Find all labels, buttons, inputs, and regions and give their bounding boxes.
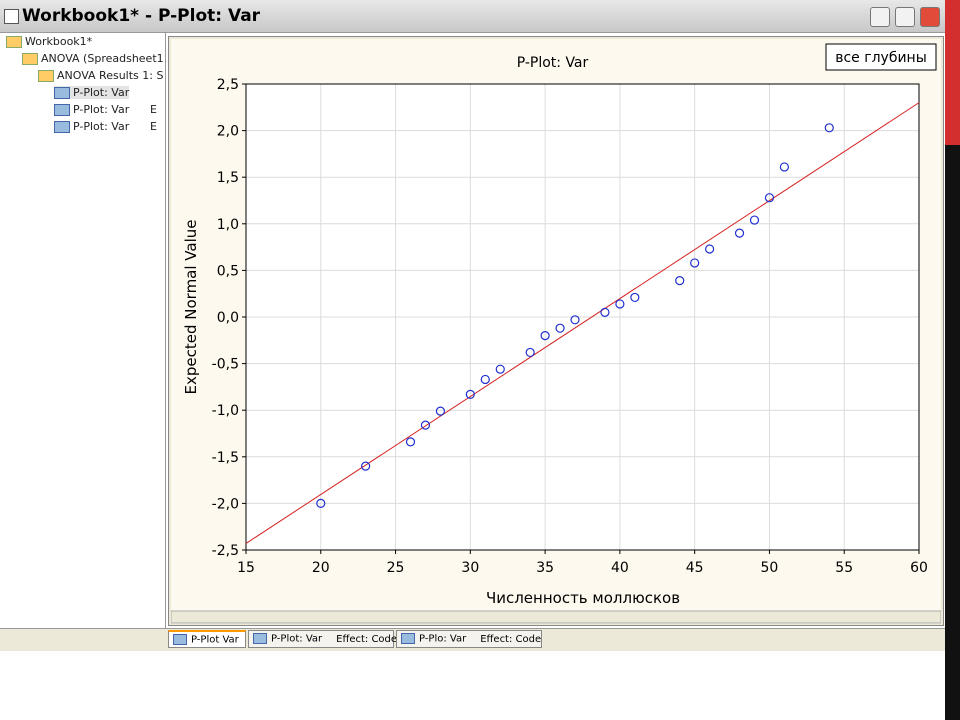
- node-icon: [6, 36, 22, 48]
- app-icon: [4, 9, 19, 24]
- minimize-button[interactable]: [870, 7, 890, 27]
- data-point: [420, 420, 431, 430]
- legend-label: все глубины: [835, 50, 927, 66]
- data-point: [749, 215, 760, 225]
- tab-label: P-Plo: Var: [419, 633, 467, 645]
- data-point: [405, 437, 416, 447]
- maximize-button[interactable]: [895, 7, 915, 27]
- y-tick-label: 1,5: [217, 170, 239, 186]
- data-point: [316, 498, 326, 508]
- x-tick-label: 45: [686, 560, 704, 576]
- y-tick-label: 1,0: [217, 217, 239, 233]
- tree-node[interactable]: Workbook1*: [6, 35, 92, 48]
- x-tick-label: 60: [910, 560, 928, 576]
- tree-node[interactable]: P-Plot: Var: [54, 86, 130, 99]
- x-tick-label: 20: [312, 560, 330, 576]
- y-tick-label: -2,5: [212, 543, 239, 559]
- workbook-tree: Workbook1* ANOVA (Spreadsheet1 ANOVA Resul…: [0, 33, 166, 628]
- chart-pane: -2,5 -2,0 -1,5 -1,0 -0,5 0,0 0,5 1,0 1,5 2,0 2,5 15…: [168, 36, 944, 626]
- x-tick-label: 50: [761, 560, 779, 576]
- tab[interactable]: P-Plot Var: [168, 630, 246, 648]
- y-tick-label: -1,5: [212, 450, 239, 466]
- data-point: [615, 299, 625, 309]
- tab-bar: P-Plot Var P-Plot: Var Effect: Code P-Plo: …: [0, 628, 945, 651]
- node-label: ANOVA Results 1: S: [57, 69, 164, 82]
- node-extra: E: [150, 120, 157, 133]
- chart-title: P-Plot: Var: [517, 55, 589, 71]
- y-tick-label: -0,5: [212, 357, 239, 373]
- data-point: [435, 406, 446, 416]
- edge-strip: [945, 0, 960, 720]
- data-point: [525, 347, 535, 358]
- tab-effect: Effect: Code: [480, 633, 542, 645]
- data-point: [540, 331, 550, 341]
- window-title: Workbook1* - P-Plot: Var: [22, 6, 261, 26]
- title-bar: Workbook1* - P-Plot: Var: [0, 0, 945, 33]
- chart: -2,5 -2,0 -1,5 -1,0 -0,5 0,0 0,5 1,0 1,5 2,0 2,5 15…: [171, 39, 941, 624]
- close-button[interactable]: [920, 7, 940, 27]
- node-label: Workbook1*: [25, 35, 93, 48]
- data-point: [555, 323, 565, 333]
- tree-node[interactable]: ANOVA Results 1: S: [38, 69, 163, 82]
- data-point: [690, 258, 700, 268]
- node-extra: E: [150, 103, 157, 116]
- x-tick-label: 35: [536, 560, 554, 576]
- tab-effect: Effect: Code: [336, 633, 398, 645]
- node-icon: [38, 70, 54, 82]
- fit-line: [245, 102, 920, 544]
- tab-icon: [173, 634, 187, 645]
- y-tick-label: 2,5: [217, 77, 239, 93]
- y-tick-label: 0,0: [217, 310, 239, 326]
- x-tick-label: 15: [237, 560, 255, 576]
- data-point: [465, 389, 475, 399]
- tab-label: P-Plot: Var: [271, 633, 323, 645]
- y-tick-label: 2,0: [217, 124, 239, 140]
- data-point: [570, 315, 580, 325]
- edge-accent: [945, 0, 960, 145]
- node-icon: [54, 104, 70, 116]
- y-axis-label: Expected Normal Value: [182, 220, 200, 395]
- data-point: [734, 228, 745, 238]
- data-point: [764, 193, 775, 203]
- tree-node[interactable]: ANOVA (Spreadsheet1: [22, 52, 164, 65]
- y-tick-label: -1,0: [212, 403, 239, 419]
- plot-frame: [245, 83, 920, 551]
- y-tick-label: 0,5: [217, 263, 239, 279]
- pane-scrollbar: [171, 610, 941, 624]
- tab-icon: [253, 633, 267, 644]
- data-point: [495, 364, 505, 374]
- node-label: P-Plot: Var: [73, 86, 130, 99]
- data-point: [705, 244, 715, 254]
- x-tick-label: 30: [461, 560, 479, 576]
- tab-label: P-Plot Var: [191, 634, 239, 646]
- node-label: P-Plot: Var: [73, 120, 130, 133]
- data-point: [600, 307, 610, 317]
- node-label: ANOVA (Spreadsheet1: [41, 52, 164, 65]
- y-tick-label: -2,0: [212, 496, 239, 512]
- data-point: [675, 276, 685, 286]
- data-point: [824, 123, 834, 133]
- x-tick-label: 55: [835, 560, 853, 576]
- data-point: [779, 162, 790, 172]
- legend-box: [825, 43, 937, 71]
- tab-icon: [401, 633, 415, 644]
- node-icon: [22, 53, 38, 65]
- x-tick-label: 40: [611, 560, 629, 576]
- data-point: [361, 461, 371, 471]
- tab[interactable]: P-Plo: Var Effect: Code: [396, 630, 542, 648]
- tab[interactable]: P-Plot: Var Effect: Code: [248, 630, 398, 648]
- tree-node[interactable]: P-Plot: Var E: [54, 103, 157, 116]
- x-tick-label: 25: [387, 560, 405, 576]
- node-label: P-Plot: Var: [73, 103, 130, 116]
- data-point: [630, 292, 640, 303]
- node-icon: [54, 87, 70, 99]
- tree-node[interactable]: P-Plot: Var E: [54, 120, 157, 133]
- x-axis-label: Численность моллюсков: [486, 589, 680, 607]
- data-point: [480, 374, 490, 385]
- node-icon: [54, 121, 70, 133]
